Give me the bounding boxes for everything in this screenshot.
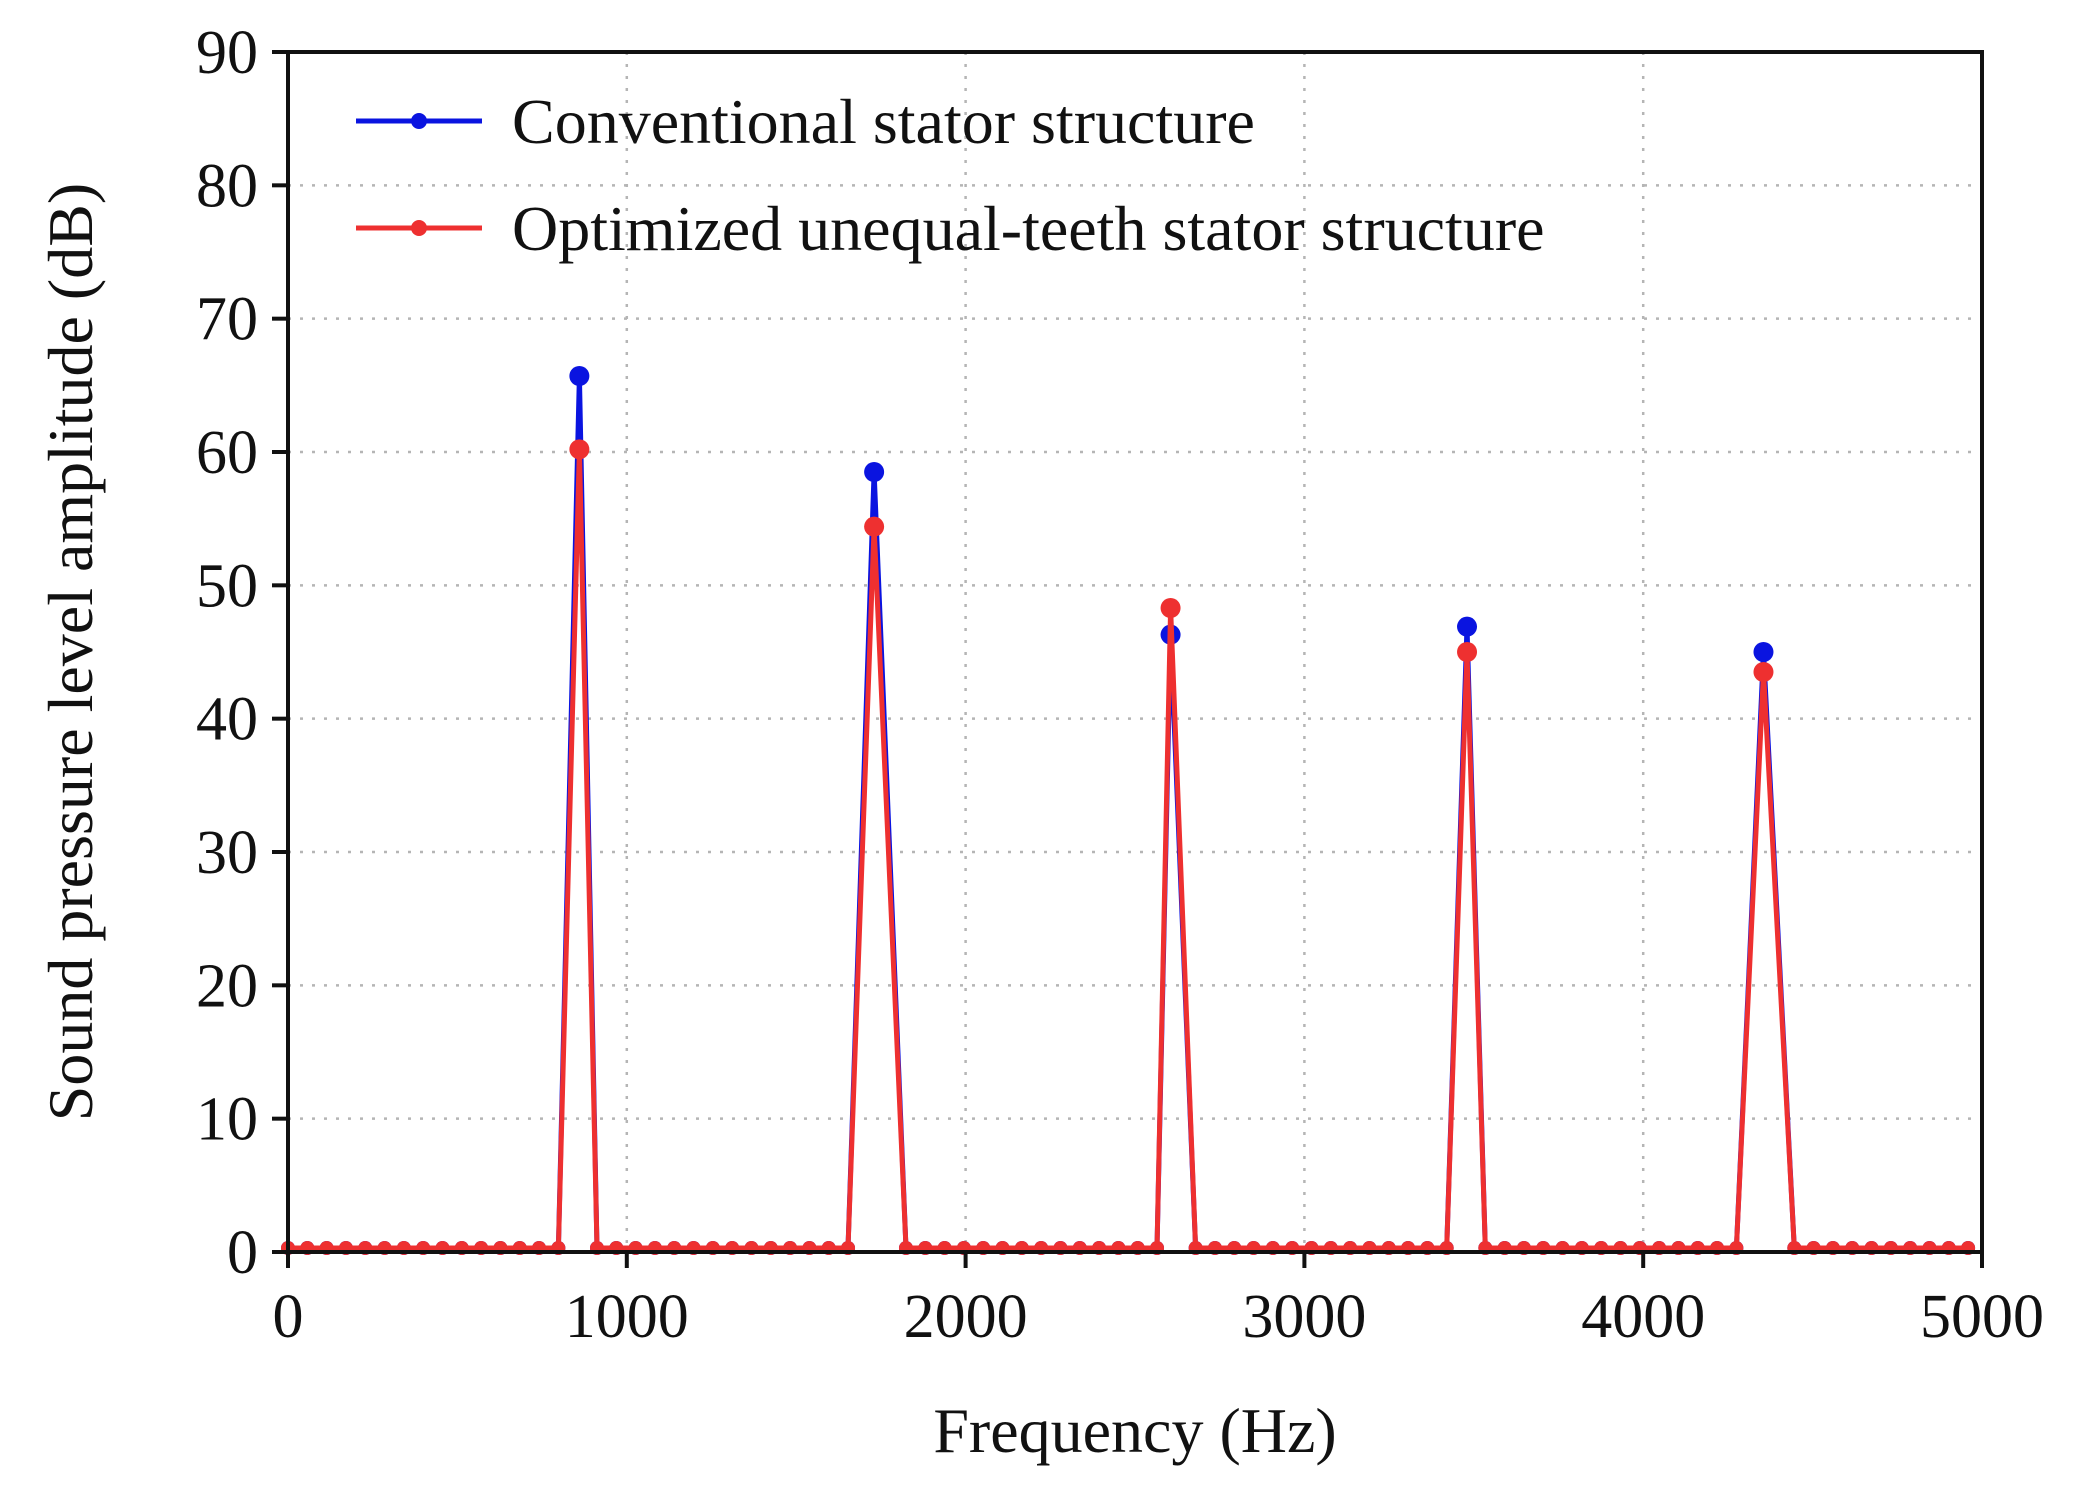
y-tick-label: 70 xyxy=(196,286,258,354)
x-tick-label: 1000 xyxy=(565,1283,689,1351)
y-tick-label: 0 xyxy=(227,1219,258,1287)
peak-point xyxy=(1753,642,1774,662)
y-tick-label: 90 xyxy=(196,19,258,87)
peak-point xyxy=(569,439,590,460)
peak-point xyxy=(864,516,885,537)
grid xyxy=(288,52,1982,1252)
legend-marker-conventional xyxy=(411,113,427,129)
x-tick-label: 3000 xyxy=(1242,1283,1366,1351)
legend: Conventional stator structure Optimized … xyxy=(356,86,1545,264)
x-tick-label: 2000 xyxy=(904,1283,1028,1351)
y-axis-title: Sound pressure level amplitude (dB) xyxy=(35,183,106,1121)
peak-point xyxy=(1457,616,1478,637)
legend-marker-optimized xyxy=(411,220,427,236)
x-tick-label: 0 xyxy=(273,1283,304,1351)
y-tick-label: 20 xyxy=(196,952,258,1020)
peak-point xyxy=(864,462,885,482)
x-tick-label: 5000 xyxy=(1920,1283,2044,1351)
y-tick-label: 40 xyxy=(196,686,258,754)
ticks xyxy=(272,50,1984,1268)
y-tick-label: 30 xyxy=(196,819,258,887)
y-tick-label: 10 xyxy=(196,1086,258,1154)
peak-point xyxy=(1457,642,1478,662)
tick-labels: 0 1000 2000 3000 4000 5000 0 10 20 30 40 50 60 70 80 90 xyxy=(196,19,2044,1351)
legend-label-conventional: Conventional stator structure xyxy=(512,86,1255,157)
x-tick-label: 4000 xyxy=(1581,1283,1705,1351)
peak-point xyxy=(1160,598,1181,618)
peak-point xyxy=(569,366,590,386)
peak-point xyxy=(1753,662,1774,682)
legend-label-optimized: Optimized unequal-teeth stator structure xyxy=(512,193,1545,264)
y-tick-label: 50 xyxy=(196,552,258,620)
y-tick-label: 60 xyxy=(196,419,258,487)
plot-frame xyxy=(286,50,1984,1254)
y-tick-label: 80 xyxy=(196,152,258,220)
x-axis-title: Frequency (Hz) xyxy=(933,1395,1336,1466)
